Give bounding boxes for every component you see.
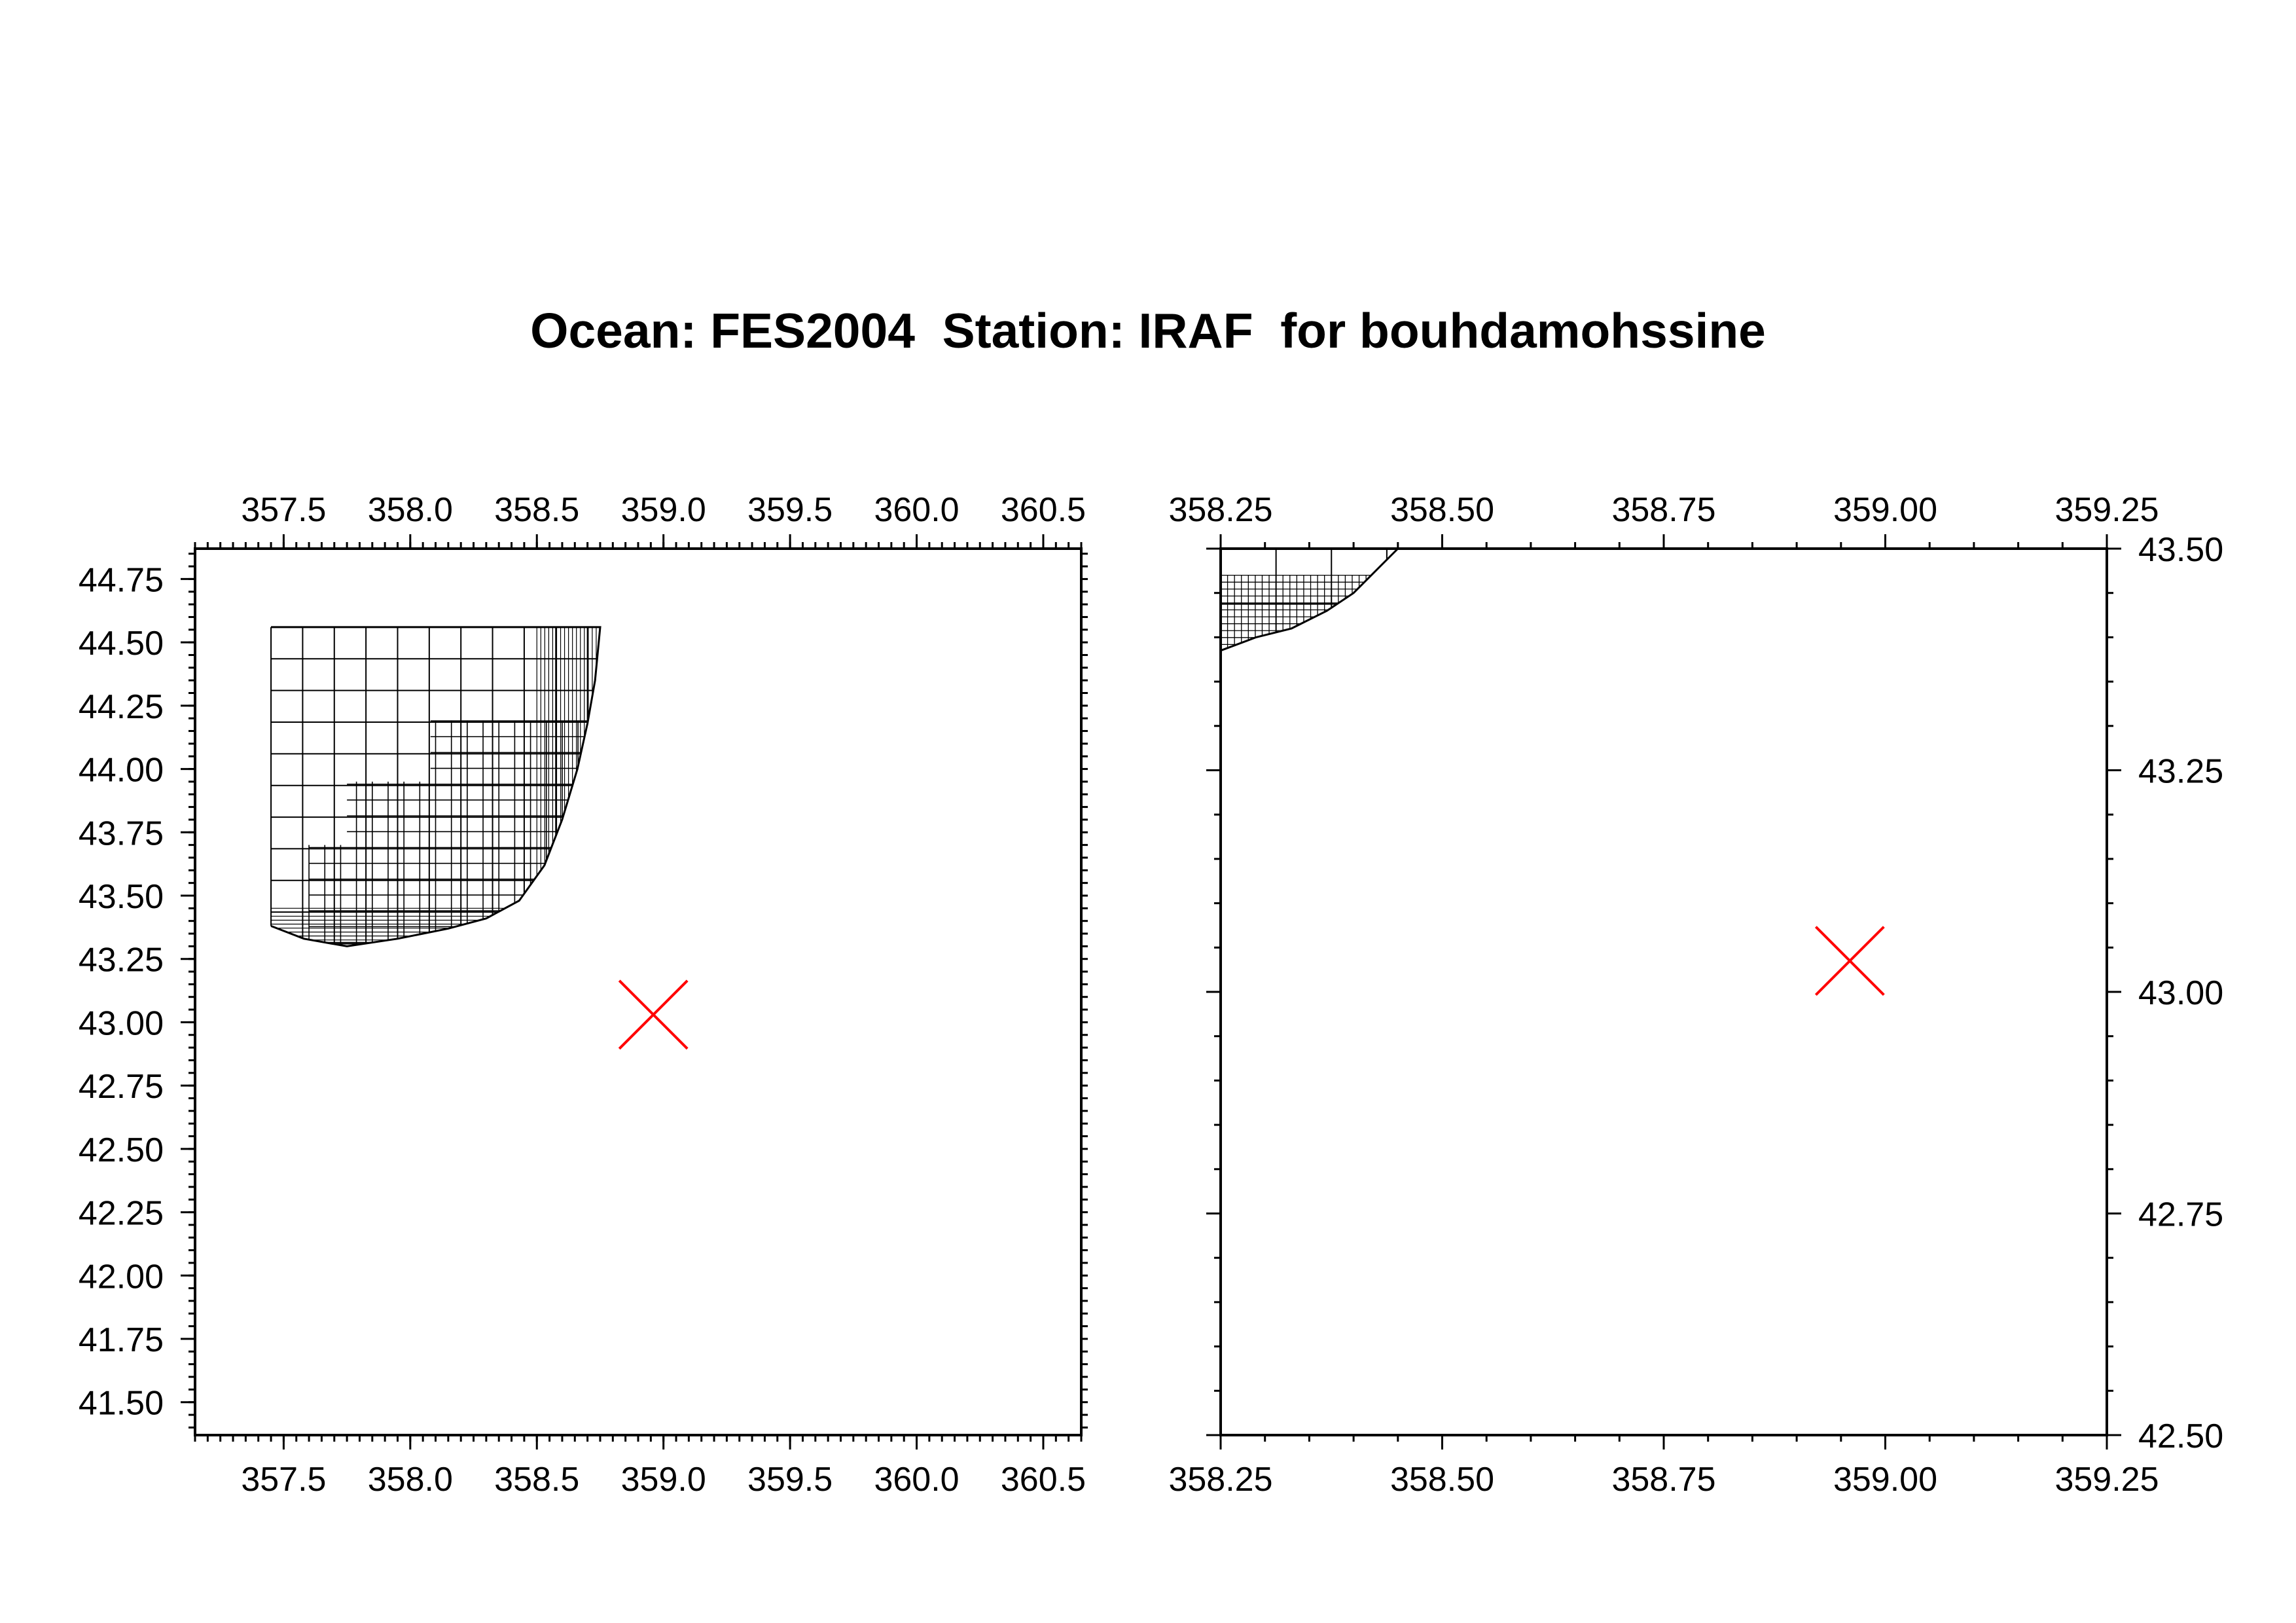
zoom-map-x-ticklabel-top: 358.75 (1611, 491, 1715, 529)
overview-map-x-ticklabel-top: 359.0 (621, 491, 706, 529)
overview-map-station-marker-stroke (618, 979, 689, 1050)
overview-map-y-ticklabel: 41.50 (79, 1385, 164, 1423)
overview-map-y-ticklabel: 44.75 (79, 561, 164, 599)
zoom-map-x-ticklabel-bottom: 359.00 (1833, 1461, 1937, 1499)
overview-map-x-ticklabel-top: 358.0 (368, 491, 453, 529)
overview-map-x-ticklabel-top: 360.5 (1001, 491, 1086, 529)
overview-map-x-ticklabel-bottom: 359.0 (621, 1461, 706, 1499)
zoom-map-coastline (1220, 547, 1401, 652)
overview-map-y-ticklabel: 42.25 (79, 1195, 164, 1233)
overview-map-x-ticks (194, 534, 1083, 1450)
zoom-map-y-ticks (1206, 547, 2121, 1436)
overview-map-coastline (270, 626, 601, 947)
zoom-map-y-ticklabel: 42.50 (2138, 1417, 2223, 1455)
overview-map-x-ticklabel-bottom: 358.5 (494, 1461, 579, 1499)
figure-title: Ocean: FES2004 Station: IRAF for bouhdam… (530, 303, 1766, 358)
overview-map-y-ticklabel: 43.25 (79, 941, 164, 979)
overview-map-station-marker (618, 979, 689, 1050)
overview-map-y-ticklabel: 43.50 (79, 878, 164, 916)
overview-map-y-ticklabel: 44.50 (79, 625, 164, 663)
overview-map-frame (194, 547, 1083, 1436)
zoom-map-y-ticklabels: 42.50 42.75 43.00 43.25 43.50 (2138, 531, 2223, 1455)
overview-map-x-ticklabel-bottom: 360.5 (1001, 1461, 1086, 1499)
zoom-map-x-ticklabel-bottom: 358.25 (1168, 1461, 1272, 1499)
overview-map-x-ticklabels: 357.5 357.5 358.0 358.0 358.5 358.5 359.0 359.0… (241, 491, 1086, 1499)
overview-map-x-ticklabel-top: 360.0 (874, 491, 959, 529)
zoom-map-x-ticklabel-bottom: 358.75 (1611, 1461, 1715, 1499)
zoom-map-panel: 358.25 358.25 358.50 358.50 358.75 358.75 359.… (1168, 491, 2223, 1499)
overview-map-y-ticklabel: 43.75 (79, 814, 164, 852)
zoom-map-x-ticklabel-bottom: 359.25 (2054, 1461, 2159, 1499)
overview-map-x-ticklabel-bottom: 358.0 (368, 1461, 453, 1499)
overview-map-y-ticklabel: 44.25 (79, 688, 164, 726)
zoom-map-x-ticklabel-top: 359.25 (2054, 491, 2159, 529)
zoom-map-frame (1219, 547, 2108, 1436)
overview-map-x-ticklabel-top: 359.5 (747, 491, 833, 529)
zoom-map-mesh-fine (1221, 574, 1398, 651)
overview-map-x-ticklabel-top: 357.5 (241, 491, 326, 529)
zoom-map-station-marker (1814, 926, 1885, 996)
overview-map-panel: 357.5 357.5 358.0 358.0 358.5 358.5 359.0 359.0… (79, 491, 1088, 1499)
zoom-map-mesh-grid (1221, 549, 1398, 651)
zoom-map-x-ticklabel-bottom: 358.50 (1390, 1461, 1494, 1499)
overview-map-y-ticklabel: 42.75 (79, 1068, 164, 1106)
zoom-map-x-ticklabel-top: 358.25 (1168, 491, 1272, 529)
overview-map-y-ticks (181, 553, 1088, 1429)
overview-map-y-ticklabel: 42.50 (79, 1131, 164, 1169)
overview-map-y-ticklabels: 41.50 41.75 42.00 42.25 42.50 42.75 43.00 43.25… (79, 561, 164, 1422)
overview-map-y-ticklabel: 41.75 (79, 1321, 164, 1359)
zoom-map-mesh (1220, 547, 1401, 652)
zoom-map-y-ticklabel: 43.50 (2138, 531, 2223, 569)
zoom-map-y-ticklabel: 43.00 (2138, 974, 2223, 1012)
overview-map-x-ticklabel-bottom: 359.5 (747, 1461, 833, 1499)
overview-map-x-ticklabel-bottom: 357.5 (241, 1461, 326, 1499)
zoom-map-x-ticklabel-top: 359.00 (1833, 491, 1937, 529)
zoom-map-y-ticklabel: 43.25 (2138, 753, 2223, 791)
zoom-map-mesh-cells (1221, 549, 1398, 651)
zoom-map-x-ticklabel-top: 358.50 (1390, 491, 1494, 529)
overview-map-y-ticklabel: 44.00 (79, 752, 164, 790)
zoom-map-y-ticklabel: 42.75 (2138, 1196, 2223, 1234)
overview-map-x-ticklabel-bottom: 360.0 (874, 1461, 959, 1499)
zoom-map-x-ticks (1219, 534, 2108, 1450)
overview-map-y-ticklabel: 42.00 (79, 1258, 164, 1296)
zoom-map-station-marker-stroke (1814, 926, 1885, 996)
overview-map-y-ticklabel: 43.00 (79, 1004, 164, 1042)
overview-map-x-ticklabel-top: 358.5 (494, 491, 579, 529)
overview-map-mesh-cells (271, 627, 600, 947)
overview-map-mesh (270, 626, 601, 947)
zoom-map-x-ticklabels: 358.25 358.25 358.50 358.50 358.75 358.75 359.… (1168, 491, 2159, 1499)
